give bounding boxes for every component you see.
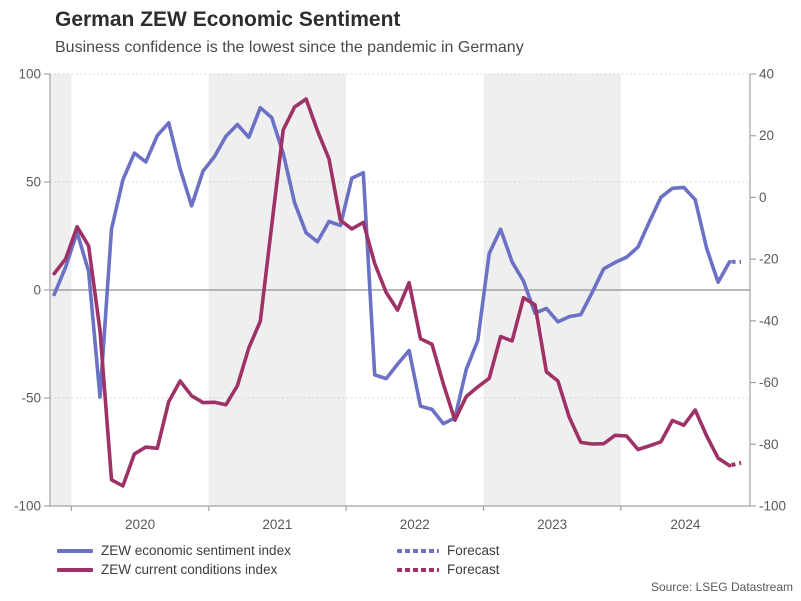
right-axis-tick-label: -60 <box>759 375 779 390</box>
x-axis-tick-label: 2023 <box>537 517 567 532</box>
series-line-sentiment <box>52 105 732 426</box>
left-axis-tick-label: 50 <box>26 175 41 190</box>
right-axis-tick-label: -20 <box>759 252 779 267</box>
x-axis-tick-label: 2020 <box>125 517 155 532</box>
legend-item-conditions: ZEW current conditions index <box>57 562 277 577</box>
conditions-line-swatch <box>57 567 93 572</box>
left-axis-tick-label: 0 <box>33 283 41 298</box>
legend-label-sentiment: ZEW economic sentiment index <box>101 543 291 558</box>
conditions-forecast-swatch <box>397 567 439 572</box>
sentiment-forecast-swatch <box>397 548 439 553</box>
forecast-line-conditions <box>729 460 742 468</box>
legend-item-sentiment-forecast: Forecast <box>397 543 500 558</box>
right-axis-tick-label: 0 <box>759 190 767 205</box>
left-axis-tick-label: 100 <box>18 67 41 82</box>
page-subtitle: Business confidence is the lowest since … <box>55 39 524 56</box>
right-axis-tick-label: -100 <box>759 499 786 514</box>
right-axis-tick-label: 40 <box>759 67 774 82</box>
page-title: German ZEW Economic Sentiment <box>55 8 401 31</box>
left-axis-tick-label: -50 <box>21 391 41 406</box>
legend-item-conditions-forecast: Forecast <box>397 562 500 577</box>
right-axis-tick-label: -40 <box>759 313 779 328</box>
source-text: Source: LSEG Datastream <box>650 580 793 594</box>
legend-label-conditions: ZEW current conditions index <box>101 562 278 577</box>
sentiment-line-swatch <box>57 548 93 553</box>
legend-label-conditions-forecast: Forecast <box>447 562 500 577</box>
x-axis-tick-label: 2024 <box>670 517 701 532</box>
right-axis-tick-label: -80 <box>759 437 779 452</box>
left-axis-tick-label: -100 <box>14 499 41 514</box>
series-line-conditions <box>52 97 732 488</box>
right-axis-tick-label: 20 <box>759 128 774 143</box>
legend-label-sentiment-forecast: Forecast <box>447 543 500 558</box>
x-axis-tick-label: 2022 <box>400 517 430 532</box>
legend-item-sentiment: ZEW economic sentiment index <box>57 543 291 558</box>
x-axis-tick-label: 2021 <box>262 517 292 532</box>
